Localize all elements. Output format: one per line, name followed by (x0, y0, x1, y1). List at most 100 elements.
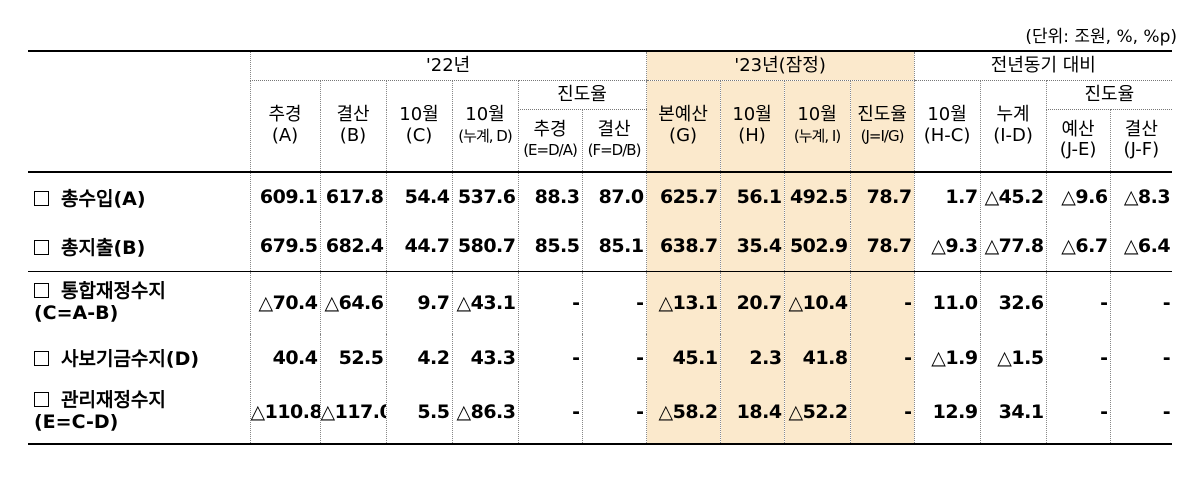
fiscal-table: '22년 '23년(잠정) 전년동기 대비 추경 (A) 결산 (B) 10월 (C)… (28, 50, 1173, 445)
row-label: 통합재정수지 (C=A-B) (28, 272, 250, 334)
table-cell: - (1109, 381, 1173, 445)
table-cell: 35.4 (719, 221, 785, 272)
table-cell: 85.5 (517, 221, 582, 272)
row-label-text: 총지출(B) (61, 236, 146, 259)
table-cell: △86.3 (451, 381, 518, 445)
table-cell: 609.1 (249, 171, 320, 222)
table-cell: 502.9 (783, 221, 851, 272)
col-header-hc: 10월 (H-C) (913, 80, 981, 173)
table-cell: 34.1 (979, 381, 1047, 445)
col-header-i: 10월 (누계, I) (783, 80, 851, 173)
table-cell: 54.4 (385, 171, 452, 222)
col-header-jf: 결산 (J-F) (1109, 109, 1173, 173)
checkbox-square-icon (34, 282, 49, 298)
table-cell: △1.5 (979, 333, 1047, 382)
col-header-e: 추경 (E=D/A) (517, 109, 582, 173)
table-cell: △9.6 (1045, 171, 1111, 222)
progress-header-2022: 진도율 (517, 80, 647, 110)
table-row: 총수입(A) 609.1 617.8 54.4 537.6 88.3 87.0 625.7 56… (28, 171, 1173, 222)
row-label: 관리재정수지 (E=C-D) (28, 381, 250, 445)
table-cell: 617.8 (319, 171, 386, 222)
row-label-text: 관리재정수지 (61, 389, 166, 412)
checkbox-square-icon (34, 190, 49, 206)
table-cell: 492.5 (783, 171, 851, 222)
table-cell: - (517, 381, 582, 445)
table-cell: 44.7 (385, 221, 452, 272)
table-cell: 625.7 (645, 171, 721, 222)
table-cell: △77.8 (979, 221, 1047, 272)
table-cell: - (849, 333, 915, 382)
table-cell: 682.4 (319, 221, 386, 272)
table-cell: - (517, 271, 582, 334)
table-cell: 78.7 (849, 171, 915, 222)
table-cell: 4.2 (385, 333, 452, 382)
table-cell: △45.2 (979, 171, 1047, 222)
row-label-formula: (C=A-B) (34, 301, 119, 324)
col-header-d: 10월 (누계, D) (451, 80, 518, 173)
table-cell: - (1045, 271, 1111, 334)
table-cell: △110.8 (249, 381, 320, 445)
table-cell: 537.6 (451, 171, 518, 222)
table-cell: 87.0 (581, 171, 647, 222)
table-body: 총수입(A) 609.1 617.8 54.4 537.6 88.3 87.0 625.7 56… (28, 171, 1173, 445)
table-cell: 11.0 (913, 271, 981, 334)
table-cell: △52.2 (783, 381, 851, 445)
table-cell: 56.1 (719, 171, 785, 222)
table-cell: 40.4 (249, 333, 320, 382)
table-cell: 88.3 (517, 171, 582, 222)
col-header-h: 10월 (H) (719, 80, 785, 173)
table-cell: 2.3 (719, 333, 785, 382)
col-header-je: 예산 (J-E) (1045, 109, 1111, 173)
table-cell: 5.5 (385, 381, 452, 445)
row-label-formula: (E=C-D) (34, 411, 119, 433)
row-header-blank (28, 51, 250, 173)
progress-header-yoy: 진도율 (1045, 80, 1173, 110)
table-cell: - (849, 381, 915, 445)
table-cell: 580.7 (451, 221, 518, 272)
table-cell: 638.7 (645, 221, 721, 272)
row-label: 사보기금수지(D) (28, 334, 250, 382)
row-label: 총지출(B) (28, 221, 250, 272)
table-cell: △6.7 (1045, 221, 1111, 272)
table-cell: 20.7 (719, 271, 785, 334)
col-header-g: 본예산 (G) (645, 80, 721, 173)
table-cell: - (1109, 333, 1173, 382)
table-cell: 9.7 (385, 271, 452, 334)
table-cell: - (581, 333, 647, 382)
table-cell: 43.3 (451, 333, 518, 382)
table-cell: △6.4 (1109, 221, 1173, 272)
table-row: 총지출(B) 679.5 682.4 44.7 580.7 85.5 85.1 638.7 35… (28, 221, 1173, 272)
table-cell: 78.7 (849, 221, 915, 272)
unit-note: (단위: 조원, %, %p) (1025, 27, 1177, 47)
table-cell: 41.8 (783, 333, 851, 382)
table-cell: △70.4 (249, 271, 320, 334)
table-cell: 85.1 (581, 221, 647, 272)
table-cell: 45.1 (645, 333, 721, 382)
table-cell: △58.2 (645, 381, 721, 445)
table-cell: △64.6 (319, 271, 386, 334)
checkbox-square-icon (34, 351, 49, 366)
table-cell: - (1045, 381, 1111, 445)
table-cell: △43.1 (451, 271, 518, 334)
table-cell: - (849, 271, 915, 334)
table-cell: △8.3 (1109, 171, 1173, 222)
table-cell: 52.5 (319, 333, 386, 382)
row-label-text: 통합재정수지 (61, 279, 166, 302)
table-cell: 18.4 (719, 381, 785, 445)
table-row: 통합재정수지 (C=A-B) △70.4 △64.6 9.7 △43.1- - △13.1 20… (28, 271, 1173, 334)
group-2022: '22년 (249, 51, 647, 81)
table-cell: △1.9 (913, 333, 981, 382)
checkbox-square-icon (34, 392, 49, 408)
table-cell: 679.5 (249, 221, 320, 272)
col-header-c: 10월 (C) (385, 80, 452, 173)
col-header-b: 결산 (B) (319, 80, 386, 173)
row-label-text: 사보기금수지(D) (61, 348, 200, 370)
group-yoy: 전년동기 대비 (913, 51, 1173, 81)
table-cell: - (517, 333, 582, 382)
table-cell: - (581, 381, 647, 445)
table-cell: - (1109, 271, 1173, 334)
group-2023: '23년(잠정) (645, 51, 915, 81)
table-cell: △9.3 (913, 221, 981, 272)
col-header-a: 추경 (A) (249, 80, 320, 173)
row-label-text: 총수입(A) (61, 187, 146, 210)
